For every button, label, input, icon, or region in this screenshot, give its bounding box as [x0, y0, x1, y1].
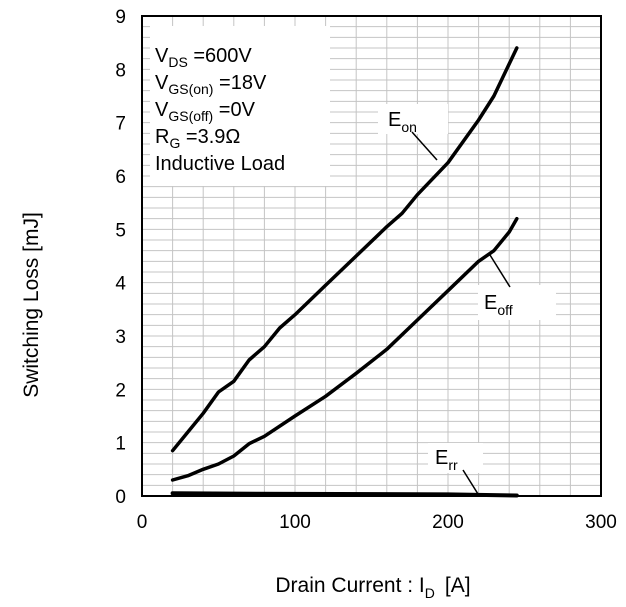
y-tick-label: 3 [115, 327, 126, 348]
conditions-bg [150, 26, 330, 186]
x-tick-label: 0 [137, 512, 148, 533]
tick-labels: 0 100 200 300 0 1 2 3 4 5 6 7 8 9 [115, 7, 616, 533]
condition-line: VDS =600V [155, 45, 252, 70]
series-label-bg [428, 443, 483, 473]
x-axis-label-sub: D [425, 585, 435, 601]
x-axis-label-main: Drain Current : I [275, 574, 424, 597]
y-tick-label: 0 [115, 487, 126, 508]
condition-line: VGS(off) =0V [155, 99, 256, 124]
y-tick-label: 1 [115, 434, 126, 455]
series-labels: Eon Eoff Err [378, 104, 556, 495]
series-line-on [170, 46, 519, 453]
series-label-bg [478, 285, 556, 320]
y-tick-label: 2 [115, 380, 126, 401]
condition-line: RG =3.9Ω [155, 126, 240, 151]
y-tick-label: 8 [115, 60, 126, 81]
y-tick-label: 9 [115, 7, 126, 28]
series-label-bg [378, 104, 448, 134]
condition-line: Inductive Load [155, 153, 285, 175]
condition-line: VGS(on) =18V [155, 72, 267, 97]
x-axis-label: Drain Current : ID [A] [275, 574, 470, 601]
y-tick-label: 4 [115, 274, 126, 295]
x-tick-label: 300 [585, 512, 617, 533]
series-leader-line [411, 131, 438, 161]
x-tick-label: 200 [432, 512, 464, 533]
x-axis-label-unit: [A] [445, 574, 471, 597]
series-leader-line [462, 469, 479, 495]
series-label-rr: Err [435, 447, 458, 473]
y-tick-label: 7 [115, 114, 126, 135]
y-tick-label: 5 [115, 220, 126, 241]
series-label-off: Eoff [484, 292, 513, 318]
y-tick-label: 6 [115, 167, 126, 188]
series-lines [170, 46, 519, 498]
x-tick-label: 100 [279, 512, 311, 533]
series-line-rr [170, 491, 519, 498]
series-label-on: Eon [388, 109, 417, 135]
series-line-off [170, 216, 519, 482]
y-axis-label: Switching Loss [mJ] [20, 212, 43, 398]
series-leader-line [489, 254, 511, 288]
